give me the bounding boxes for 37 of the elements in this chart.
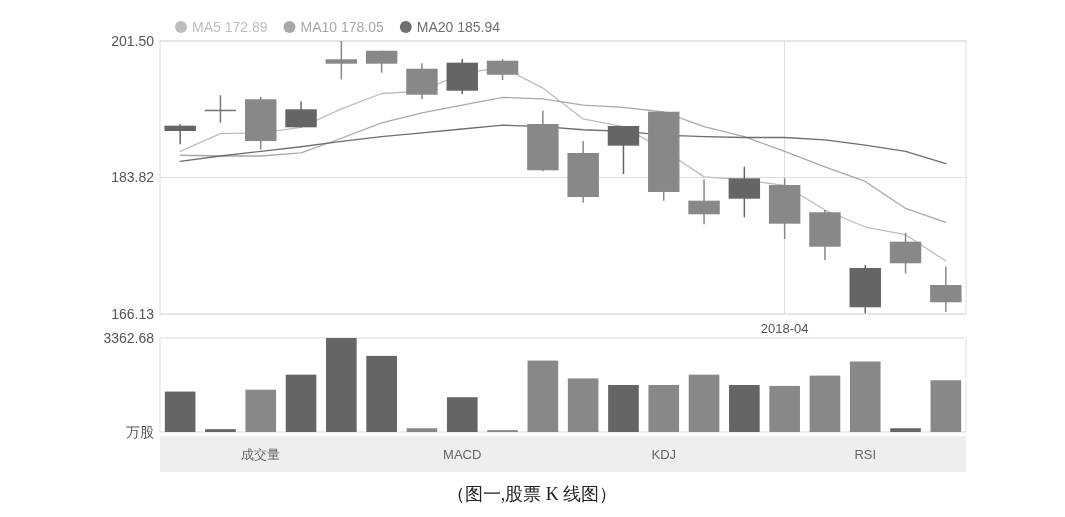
candlestick <box>325 40 358 81</box>
bar <box>930 380 962 432</box>
y-tick-label: 166.13 <box>111 306 155 322</box>
bar <box>366 355 397 432</box>
bar <box>164 391 196 432</box>
line-series <box>179 124 947 165</box>
bar <box>285 374 317 432</box>
text: KDJ <box>651 447 677 462</box>
text: 3362.68 <box>103 330 155 346</box>
bar <box>648 385 680 432</box>
legend-label: MA10 178.05 <box>300 19 384 35</box>
bar <box>729 385 760 432</box>
bar <box>849 361 881 432</box>
bar <box>608 385 639 432</box>
text: 万股 <box>126 424 154 440</box>
text: 成交量 <box>241 447 281 462</box>
bar <box>567 378 599 432</box>
text: MACD <box>443 447 482 462</box>
bar <box>688 374 720 432</box>
line-series <box>179 96 947 224</box>
bar <box>326 338 357 432</box>
legend-label: MA20 185.94 <box>416 19 501 35</box>
bar <box>406 428 438 432</box>
candlestick <box>164 123 196 146</box>
y-tick-label: 183.82 <box>111 169 155 186</box>
x-tick-label: 2018-04 <box>760 321 809 336</box>
bar <box>446 397 478 432</box>
bar <box>245 389 277 432</box>
bar <box>769 385 800 432</box>
bar <box>205 429 236 432</box>
bar <box>890 428 921 432</box>
legend-label: MA5 172.89 <box>192 19 268 35</box>
text: （图一,股票 K 线图） <box>446 484 618 504</box>
bar <box>809 375 841 432</box>
y-tick-label: 201.50 <box>111 33 155 49</box>
bar <box>527 360 559 432</box>
text: RSI <box>854 447 877 462</box>
